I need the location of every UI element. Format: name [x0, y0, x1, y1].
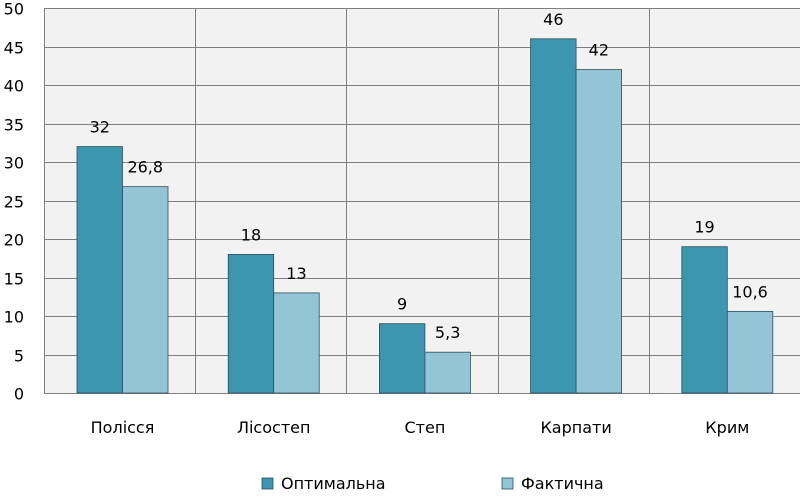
- bar-value-label: 32: [90, 118, 110, 137]
- bar-value-label: 19: [694, 218, 714, 237]
- y-tick-label: 5: [14, 347, 24, 366]
- bars: [76, 38, 774, 394]
- y-tick-label: 40: [4, 77, 24, 96]
- y-tick-label: 20: [4, 231, 24, 250]
- y-tick-label: 45: [4, 39, 24, 58]
- bar-value-label: 46: [543, 10, 563, 29]
- bar-optimal: [227, 253, 275, 394]
- bar-value-label: 10,6: [732, 282, 768, 301]
- x-axis: Полісся Лісостеп Степ Карпати Крим: [91, 418, 750, 437]
- legend-swatch: [261, 477, 274, 490]
- legend-swatch: [501, 477, 514, 490]
- y-tick-label: 30: [4, 154, 24, 173]
- bar-actual: [273, 292, 320, 394]
- x-category-label: Карпати: [540, 418, 611, 437]
- x-category-label: Полісся: [91, 418, 155, 437]
- y-tick-label: 50: [4, 0, 24, 19]
- grid-lines: [44, 8, 800, 394]
- bar-value-label: 9: [397, 295, 407, 314]
- bar-value-label: 18: [241, 225, 261, 244]
- x-category-label: Крим: [705, 418, 749, 437]
- legend-label: Фактична: [521, 474, 604, 491]
- bar-actual: [424, 351, 471, 394]
- bar-optimal: [681, 246, 728, 394]
- bar-value-label: 26,8: [127, 158, 163, 177]
- bar-optimal: [76, 146, 123, 394]
- y-tick-label: 15: [4, 270, 24, 289]
- bar-actual: [575, 69, 622, 394]
- y-tick-label: 35: [4, 116, 24, 135]
- bar-value-label: 42: [589, 41, 609, 60]
- y-tick-label: 10: [4, 308, 24, 327]
- bar-value-label: 5,3: [435, 323, 460, 342]
- y-tick-label: 0: [14, 385, 24, 404]
- bar-actual: [726, 310, 774, 394]
- legend: Оптимальна Фактична: [261, 474, 604, 493]
- bar-value-label: 13: [286, 264, 306, 283]
- legend-label: Оптимальна: [281, 474, 386, 491]
- x-category-label: Степ: [405, 418, 446, 437]
- bar-optimal: [378, 323, 426, 394]
- data-labels: 32 26,8 18 13 9 5,3 46 42 19 10,6: [90, 10, 768, 342]
- bar-actual: [122, 186, 169, 394]
- y-axis: 0 5 10 15 20 25 30 35 40 45 50: [4, 0, 24, 404]
- x-category-label: Лісостеп: [237, 418, 310, 437]
- y-tick-label: 25: [4, 193, 24, 212]
- bar-optimal: [530, 38, 577, 394]
